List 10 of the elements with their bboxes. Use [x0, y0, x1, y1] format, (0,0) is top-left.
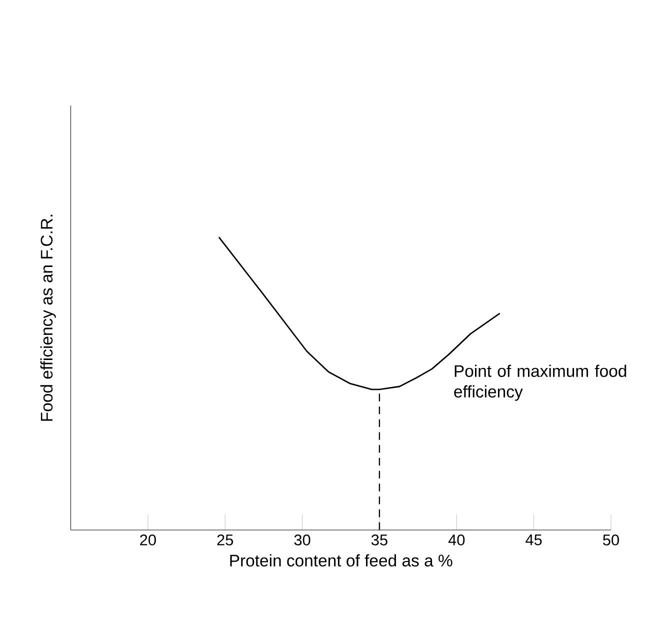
x-tick-label: 25 [217, 534, 234, 546]
x-tick-label: 20 [140, 534, 156, 546]
x-tick-label: 30 [294, 534, 310, 546]
x-tick-label: 40 [448, 534, 465, 546]
x-tick-label: 35 [371, 534, 388, 546]
y-axis-title: Food efficiency as an F.C.R. [40, 214, 56, 421]
annotation: Point of maximum food efficiency [454, 364, 626, 401]
x-tick-label: 45 [526, 534, 542, 546]
x-tick-label: 50 [603, 534, 619, 546]
x-axis-title: Protein content of feed as a % [230, 554, 452, 567]
